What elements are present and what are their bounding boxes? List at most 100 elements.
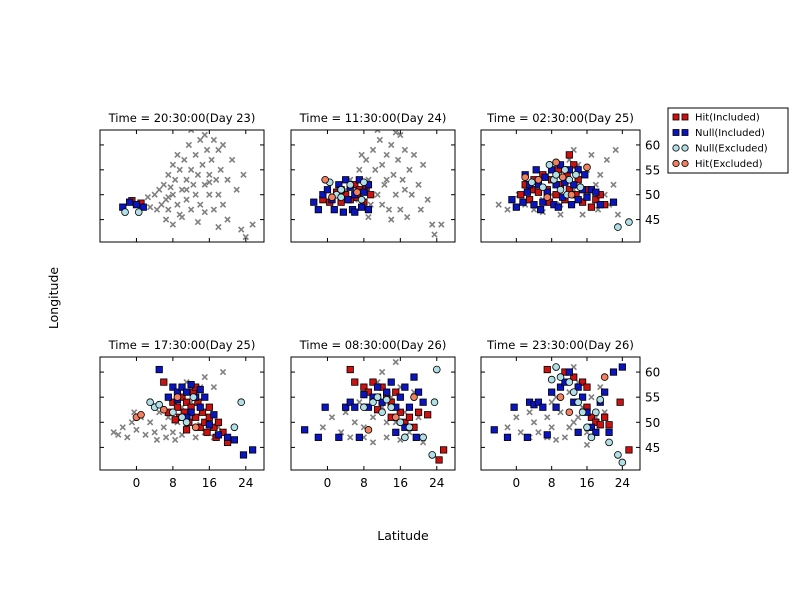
subplot-5: 0 8 16 24 Time = 08:30:00(Day 26) bbox=[290, 338, 456, 490]
marker-null-excluded-2 bbox=[155, 400, 164, 409]
marker-null-excluded-2 bbox=[556, 373, 565, 381]
x-tick-label: 16 bbox=[579, 476, 594, 490]
marker-background-31 bbox=[419, 161, 427, 169]
marker-background-21 bbox=[183, 196, 190, 203]
marker-background-25 bbox=[190, 181, 197, 188]
y-tick-label: 60 bbox=[645, 138, 660, 152]
marker-background-11 bbox=[169, 191, 177, 198]
marker-null-included-3 bbox=[335, 433, 343, 441]
marker-hit-excluded-1 bbox=[137, 410, 145, 419]
marker-hit-included-0 bbox=[346, 365, 354, 374]
marker-null-excluded-4 bbox=[569, 388, 578, 396]
axes-frame bbox=[99, 129, 265, 243]
marker-hit-included-17 bbox=[435, 456, 443, 464]
marker-background-46 bbox=[224, 176, 231, 183]
marker-null-included-6 bbox=[187, 381, 195, 389]
marker-null-included-2 bbox=[132, 201, 141, 209]
marker-null-included-1 bbox=[314, 206, 322, 214]
marker-background-35 bbox=[438, 221, 445, 228]
marker-background-44 bbox=[219, 141, 227, 149]
marker-null-included-22 bbox=[605, 428, 613, 436]
marker-hit-excluded-2 bbox=[410, 393, 418, 401]
marker-background-6 bbox=[363, 156, 370, 164]
legend-marker bbox=[681, 113, 689, 121]
marker-background-43 bbox=[217, 166, 224, 173]
marker-background-16 bbox=[176, 166, 183, 173]
legend-item: Hit(Included) bbox=[672, 113, 760, 124]
marker-background-4 bbox=[128, 419, 136, 426]
subplot-title: Time = 20:30:00(Day 23) bbox=[108, 111, 256, 125]
marker-hit-included-15 bbox=[424, 411, 432, 419]
marker-null-included-23 bbox=[609, 368, 618, 376]
marker-background-19 bbox=[181, 156, 188, 164]
marker-null-excluded-4 bbox=[178, 413, 186, 422]
marker-null-included-25 bbox=[574, 428, 582, 436]
marker-null-included-11 bbox=[373, 383, 382, 391]
marker-hit-included-20 bbox=[592, 196, 600, 204]
marker-background-61 bbox=[169, 221, 177, 228]
marker-background-30 bbox=[557, 211, 564, 218]
marker-null-included-3 bbox=[139, 203, 147, 211]
marker-background-14 bbox=[381, 181, 388, 188]
x-tick-label: 24 bbox=[615, 476, 630, 490]
marker-background-48 bbox=[228, 156, 236, 164]
marker-background-22 bbox=[392, 358, 399, 366]
marker-background-30 bbox=[219, 368, 227, 376]
legend-label: Hit(Excluded) bbox=[695, 159, 763, 170]
legend-item: Null(Excluded) bbox=[672, 144, 768, 155]
marker-null-excluded-11 bbox=[432, 365, 441, 374]
subplot-title: Time = 11:30:00(Day 24) bbox=[299, 111, 447, 125]
marker-hit-excluded-1 bbox=[328, 193, 336, 202]
marker-background-25 bbox=[610, 181, 617, 188]
marker-hit-included-10 bbox=[396, 408, 404, 416]
plot-area bbox=[310, 130, 445, 238]
marker-background-23 bbox=[603, 156, 611, 164]
marker-hit-included-16 bbox=[203, 428, 211, 436]
marker-null-included-29 bbox=[523, 188, 531, 196]
legend-label: Hit(Included) bbox=[695, 113, 760, 124]
marker-null-excluded-5 bbox=[182, 418, 191, 427]
marker-null-excluded-5 bbox=[574, 398, 582, 407]
marker-background-31 bbox=[199, 161, 206, 169]
marker-null-included-3 bbox=[523, 433, 531, 441]
marker-null-included-10 bbox=[552, 403, 560, 411]
legend-marker bbox=[672, 113, 680, 121]
x-tick-label: 24 bbox=[238, 476, 253, 490]
marker-hit-excluded-0 bbox=[321, 175, 329, 184]
marker-background-52 bbox=[242, 233, 249, 241]
marker-null-excluded-6 bbox=[561, 166, 569, 174]
marker-background-59 bbox=[206, 179, 213, 186]
marker-null-excluded-8 bbox=[405, 423, 414, 432]
marker-background-36 bbox=[206, 191, 213, 198]
marker-background-15 bbox=[174, 151, 181, 159]
marker-background-22 bbox=[397, 206, 404, 213]
marker-null-included-19 bbox=[351, 208, 359, 216]
marker-background-26 bbox=[575, 414, 582, 421]
marker-hit-included-1 bbox=[351, 378, 359, 386]
marker-background-4 bbox=[356, 166, 363, 173]
marker-background-9 bbox=[369, 146, 377, 154]
marker-null-included-16 bbox=[578, 393, 587, 401]
axes-frame bbox=[290, 129, 456, 243]
marker-null-included-27 bbox=[596, 201, 604, 209]
marker-null-excluded-3 bbox=[378, 408, 386, 417]
y-tick-label: 50 bbox=[645, 416, 660, 430]
subplot-3: 45 50 55 60 Time = 02:30:00(Day 25) bbox=[480, 111, 660, 243]
marker-background-24 bbox=[401, 146, 409, 154]
marker-background-23 bbox=[187, 166, 195, 173]
marker-background-16 bbox=[385, 206, 393, 213]
marker-null-excluded-12 bbox=[430, 398, 439, 407]
marker-hit-excluded-3 bbox=[173, 393, 182, 401]
marker-background-19 bbox=[192, 434, 199, 441]
marker-background-23 bbox=[399, 176, 406, 183]
marker-null-excluded-1 bbox=[134, 208, 143, 216]
marker-background-45 bbox=[219, 201, 227, 208]
plot-area bbox=[110, 365, 257, 459]
axes-frame bbox=[480, 356, 641, 471]
marker-null-included-13 bbox=[565, 368, 573, 376]
marker-null-included-17 bbox=[239, 451, 248, 459]
marker-background-25 bbox=[347, 434, 354, 441]
marker-background-49 bbox=[233, 186, 240, 193]
marker-null-excluded-11 bbox=[614, 223, 622, 231]
subplot-1: Time = 20:30:00(Day 23) bbox=[99, 111, 265, 243]
